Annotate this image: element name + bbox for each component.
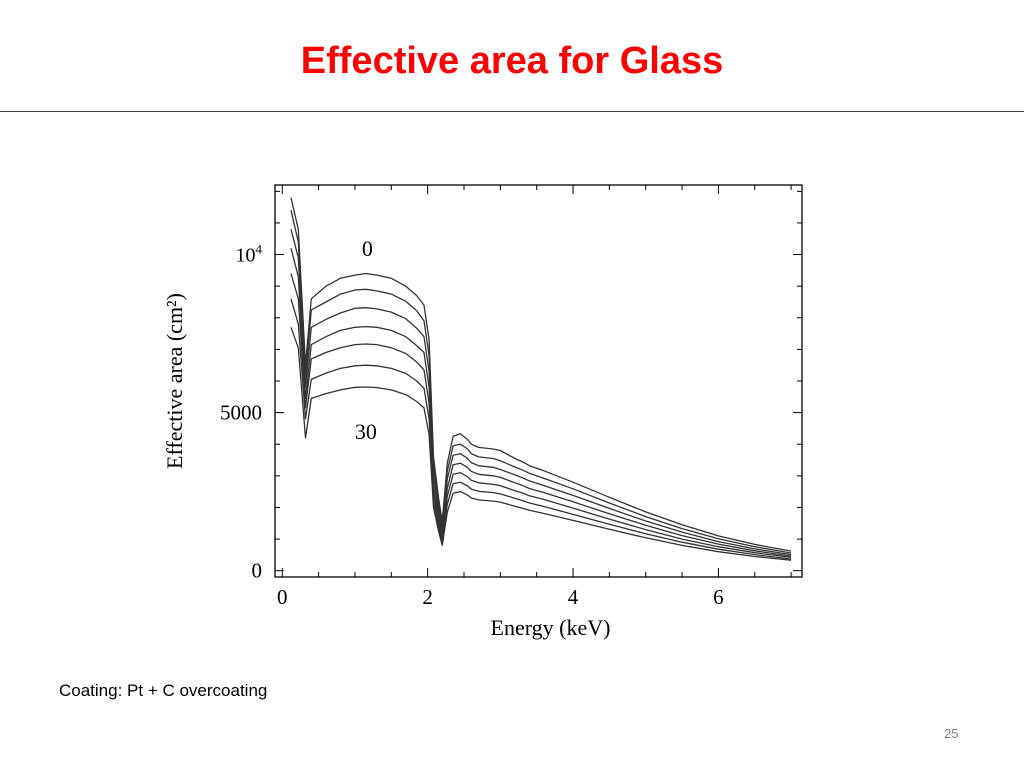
series-line-0 xyxy=(290,197,792,552)
series-line-1 xyxy=(290,210,792,554)
series-line-4 xyxy=(290,273,792,559)
slide-title: Effective area for Glass xyxy=(300,40,724,82)
x-tick-label: 4 xyxy=(568,585,579,609)
curve-annotation-1: 30 xyxy=(355,419,377,444)
title-divider xyxy=(0,111,1024,112)
page-number: 25 xyxy=(944,726,959,741)
x-tick-label: 2 xyxy=(422,585,433,609)
coating-caption: Coating: Pt + C overcoating xyxy=(59,681,268,700)
y-tick-label: 104 xyxy=(236,242,263,267)
y-axis-label: Effective area (cm²) xyxy=(162,293,187,469)
series-line-2 xyxy=(290,229,792,556)
x-tick-label: 6 xyxy=(713,585,724,609)
series-line-6 xyxy=(290,327,792,561)
x-axis-label: Energy (keV) xyxy=(491,615,611,640)
y-tick-label: 5000 xyxy=(220,401,262,425)
y-tick-label: 0 xyxy=(252,559,263,583)
x-tick-label: 0 xyxy=(277,585,288,609)
series-line-3 xyxy=(290,248,792,557)
effective-area-chart: 0 2 4 6 0 5000 104 Energy (keV) Effective area (… xyxy=(162,184,803,640)
series-line-5 xyxy=(290,298,792,560)
curve-annotation-0: 0 xyxy=(362,236,373,261)
plot-frame xyxy=(274,184,803,578)
